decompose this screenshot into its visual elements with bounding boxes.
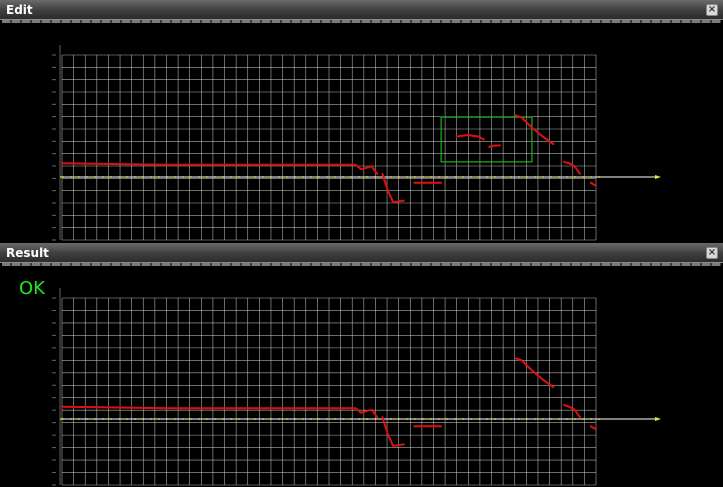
- trace-segment-4: [456, 134, 485, 141]
- status-label: OK: [19, 278, 45, 299]
- trace-segment-5: [488, 144, 501, 148]
- trace-segment-6: [514, 114, 555, 145]
- x-axis-arrow: [655, 417, 661, 421]
- result-panel: Result × OK: [0, 243, 723, 487]
- selection-box: [440, 116, 533, 163]
- trace-segment-2: [381, 416, 405, 447]
- close-icon[interactable]: ×: [706, 247, 718, 259]
- chart-grid: [61, 297, 597, 486]
- trace-segment-7: [563, 160, 581, 175]
- trace-segment-8: [589, 181, 597, 187]
- edit-plot[interactable]: [0, 23, 723, 242]
- edit-ruler-strip: [2, 20, 721, 23]
- trace-segment-4: [514, 357, 555, 388]
- edit-titlebar[interactable]: Edit ×: [0, 0, 723, 20]
- edit-panel-title: Edit: [6, 3, 33, 17]
- result-titlebar[interactable]: Result ×: [0, 243, 723, 263]
- trace-segment-6: [589, 425, 597, 431]
- result-plot[interactable]: [0, 266, 723, 487]
- trace-segment-1: [61, 162, 379, 175]
- chart-grid: [61, 54, 597, 241]
- trace-segment-5: [563, 404, 581, 419]
- close-icon[interactable]: ×: [706, 4, 718, 16]
- trace-segment-2: [381, 172, 405, 204]
- edit-panel: Edit ×: [0, 0, 723, 242]
- result-ruler-strip: [2, 263, 721, 266]
- trace-segment-1: [61, 405, 379, 419]
- result-panel-title: Result: [6, 246, 49, 260]
- x-axis-arrow: [655, 175, 661, 179]
